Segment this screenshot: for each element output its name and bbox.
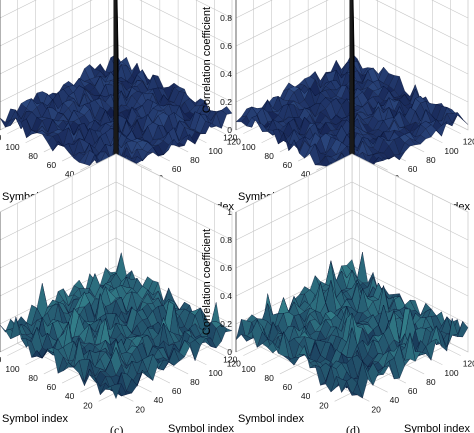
y-tick-label: 80 xyxy=(264,373,274,383)
y-tick-label: 40 xyxy=(65,391,75,401)
panel-label: (d) xyxy=(346,423,360,433)
z-tick-label: 0.2 xyxy=(220,97,232,107)
surface-cell xyxy=(110,383,122,400)
y-tick-label: 40 xyxy=(301,169,311,179)
z-grid-line xyxy=(0,153,233,213)
z-axis-label: Correlation coefficient xyxy=(201,7,213,113)
surface-cell xyxy=(346,385,358,396)
z-grid-line xyxy=(235,0,469,47)
y-axis-label: Symbol index xyxy=(2,413,69,425)
x-tick-label: 80 xyxy=(426,377,436,387)
surface-mesh xyxy=(235,0,469,184)
x-tick-label: 60 xyxy=(172,386,182,396)
y-tick-label: 80 xyxy=(264,151,274,161)
x-axis: 20 40 60 80 100 120 xyxy=(371,359,474,415)
chart-panel-3: 00.20.40.60.8120406080100120204060801001… xyxy=(0,153,241,433)
chart-panel-4: 00.20.40.60.8120406080100120204060801001… xyxy=(201,153,474,433)
x-tick-label: 20 xyxy=(135,404,145,414)
x-tick-label: 120 xyxy=(227,137,241,147)
y-tick-label: 120 xyxy=(223,355,237,365)
y-tick-label: 20 xyxy=(83,400,93,410)
x-tick-label: 100 xyxy=(444,368,458,378)
z-tick-label: 0.8 xyxy=(220,235,232,245)
z-axis: 0 0.2 0.4 0.6 0.8 1 xyxy=(220,207,237,357)
x-tick-label: 80 xyxy=(190,377,200,387)
surface-mesh xyxy=(0,252,233,400)
y-tick-label: 80 xyxy=(28,373,38,383)
z-tick-label: 0.4 xyxy=(220,291,232,301)
x-tick-label: 100 xyxy=(444,146,458,156)
x-tick-label: 20 xyxy=(371,404,381,414)
x-tick-label: 60 xyxy=(172,164,182,174)
x-tick-label: 120 xyxy=(227,359,241,369)
x-tick-label: 60 xyxy=(408,386,418,396)
x-tick-label: 120 xyxy=(463,359,474,369)
x-tick-label: 60 xyxy=(408,164,418,174)
y-tick-label: 100 xyxy=(5,364,19,374)
y-tick-label: 120 xyxy=(0,133,2,143)
y-tick-label: 60 xyxy=(47,382,57,392)
x-tick-label: 80 xyxy=(190,155,200,165)
x-tick-label: 100 xyxy=(208,146,222,156)
x-tick-label: 120 xyxy=(463,137,474,147)
x-axis-label: Symbol index xyxy=(404,423,471,433)
z-tick-label: 0 xyxy=(227,125,232,135)
z-tick-label: 0.8 xyxy=(220,13,232,23)
z-tick-label: 0.6 xyxy=(220,41,232,51)
y-tick-label: 120 xyxy=(223,133,237,143)
chart-panel-1: 00.20.40.60.8120406080100120204060801001… xyxy=(0,0,241,215)
z-grid-line xyxy=(235,153,469,213)
surface-mesh xyxy=(0,0,233,179)
chart-panel-2: 00.20.40.60.8120406080100120204060801001… xyxy=(201,0,474,215)
z-tick-label: 0.2 xyxy=(220,319,232,329)
z-grid-line xyxy=(235,209,469,269)
surface-mesh xyxy=(235,252,469,399)
y-tick-label: 60 xyxy=(283,382,293,392)
y-tick-label: 100 xyxy=(241,364,255,374)
z-tick-label: 0.6 xyxy=(220,263,232,273)
z-axis: 00.20.40.60.81 xyxy=(220,0,237,135)
z-tick-label: 1 xyxy=(227,207,232,217)
x-axis-label: Symbol index xyxy=(168,423,235,433)
y-tick-label: 120 xyxy=(0,355,2,365)
y-tick-label: 60 xyxy=(283,160,293,170)
z-tick-label: 0.4 xyxy=(220,69,232,79)
y-tick-label: 40 xyxy=(65,169,75,179)
z-grid-line xyxy=(235,237,469,297)
z-grid-line xyxy=(0,237,233,297)
z-axis-label: Correlation coefficient xyxy=(201,229,213,335)
y-axis-label: Symbol index xyxy=(238,413,305,425)
z-grid-line xyxy=(0,209,233,269)
z-tick-label: 0 xyxy=(227,347,232,357)
z-grid-line xyxy=(235,181,469,241)
x-tick-label: 40 xyxy=(390,395,400,405)
panel-label: (c) xyxy=(110,423,123,433)
y-tick-label: 80 xyxy=(28,151,38,161)
x-tick-label: 80 xyxy=(426,155,436,165)
x-tick-label: 100 xyxy=(208,368,222,378)
y-tick-label: 100 xyxy=(241,142,255,152)
y-tick-label: 20 xyxy=(319,400,329,410)
x-axis: 20 40 60 80 100 120 xyxy=(135,359,241,415)
y-tick-label: 100 xyxy=(5,142,19,152)
y-tick-label: 60 xyxy=(47,160,57,170)
z-grid-line xyxy=(0,181,233,241)
y-tick-label: 40 xyxy=(301,391,311,401)
z-grid-line xyxy=(0,0,233,47)
x-tick-label: 40 xyxy=(154,395,164,405)
